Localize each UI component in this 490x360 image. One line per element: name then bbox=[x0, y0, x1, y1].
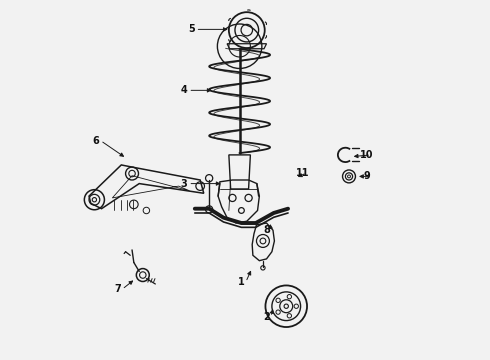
Text: 6: 6 bbox=[93, 136, 99, 145]
Text: 5: 5 bbox=[188, 24, 195, 35]
Text: 3: 3 bbox=[181, 179, 187, 189]
Text: 7: 7 bbox=[114, 284, 121, 294]
Text: 10: 10 bbox=[360, 150, 374, 160]
Text: 9: 9 bbox=[364, 171, 370, 181]
Text: 11: 11 bbox=[295, 168, 309, 178]
Text: 1: 1 bbox=[238, 277, 245, 287]
Text: 2: 2 bbox=[263, 312, 270, 322]
Text: 4: 4 bbox=[181, 85, 187, 95]
Text: 8: 8 bbox=[263, 225, 270, 235]
